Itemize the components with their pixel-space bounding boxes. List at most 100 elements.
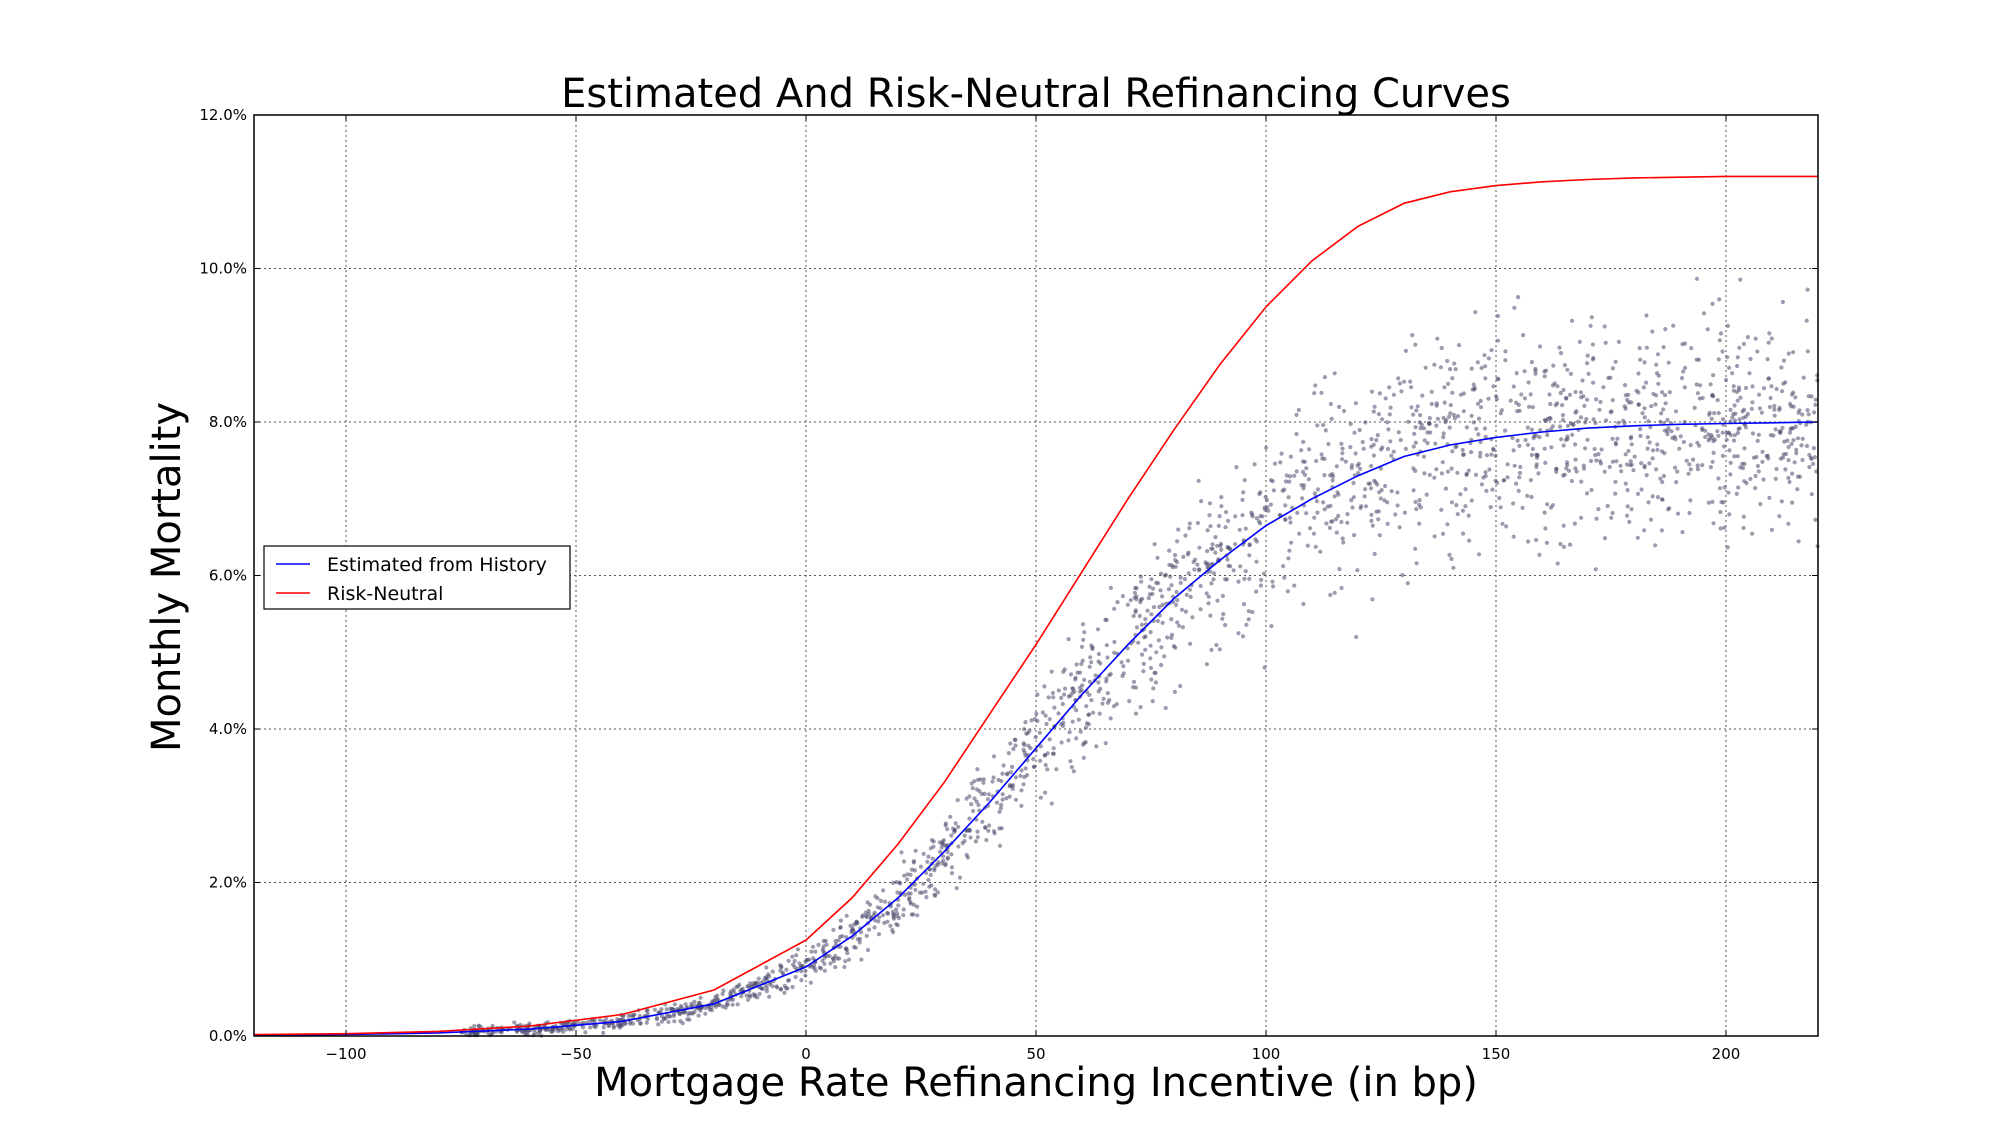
scatter-point bbox=[1602, 536, 1608, 541]
scatter-point bbox=[1562, 363, 1567, 368]
scatter-point bbox=[973, 839, 979, 844]
scatter-point bbox=[1186, 550, 1191, 555]
scatter-point bbox=[1289, 540, 1294, 545]
scatter-point bbox=[865, 947, 871, 953]
scatter-point bbox=[1326, 442, 1331, 447]
scatter-point bbox=[1561, 443, 1566, 448]
scatter-point bbox=[1791, 438, 1796, 443]
scatter-point bbox=[1080, 622, 1086, 627]
scatter-point bbox=[1493, 478, 1498, 483]
scatter-point bbox=[943, 861, 948, 866]
scatter-point bbox=[951, 826, 956, 831]
scatter-point bbox=[1795, 487, 1800, 492]
scatter-point bbox=[1760, 459, 1765, 464]
scatter-point bbox=[1112, 606, 1117, 611]
scatter-point bbox=[936, 860, 941, 865]
scatter-point bbox=[1790, 471, 1795, 476]
scatter-point bbox=[1478, 450, 1483, 455]
scatter-point bbox=[1089, 698, 1094, 703]
scatter-point bbox=[842, 964, 847, 970]
scatter-point bbox=[1574, 409, 1579, 414]
scatter-point bbox=[1062, 692, 1067, 697]
scatter-point bbox=[1425, 441, 1430, 446]
scatter-point bbox=[1133, 609, 1138, 615]
scatter-point bbox=[1209, 581, 1214, 586]
scatter-point bbox=[1517, 443, 1522, 448]
scatter-point bbox=[1312, 515, 1317, 520]
scatter-point bbox=[1684, 458, 1689, 463]
scatter-point bbox=[476, 1023, 482, 1028]
scatter-point bbox=[774, 984, 779, 989]
scatter-point bbox=[1730, 371, 1735, 376]
scatter-point bbox=[1740, 461, 1745, 466]
scatter-point bbox=[1579, 479, 1584, 484]
scatter-point bbox=[964, 852, 969, 858]
scatter-point bbox=[860, 913, 866, 918]
scatter-point bbox=[1479, 482, 1484, 487]
scatter-point bbox=[720, 1004, 725, 1009]
scatter-point bbox=[690, 1011, 695, 1016]
scatter-point bbox=[1383, 483, 1388, 489]
scatter-point bbox=[1650, 456, 1655, 461]
scatter-point bbox=[1604, 418, 1609, 423]
scatter-point bbox=[1082, 630, 1087, 635]
scatter-point bbox=[1052, 705, 1057, 710]
scatter-point bbox=[905, 872, 910, 877]
scatter-point bbox=[1307, 447, 1312, 452]
scatter-point bbox=[1417, 502, 1422, 507]
scatter-point bbox=[747, 993, 752, 998]
scatter-point bbox=[1149, 612, 1154, 617]
scatter-point bbox=[1535, 453, 1540, 458]
scatter-point bbox=[1603, 340, 1608, 345]
scatter-point bbox=[1169, 583, 1174, 588]
scatter-point bbox=[1475, 401, 1481, 406]
scatter-point bbox=[1418, 426, 1423, 431]
scatter-point bbox=[1363, 420, 1368, 425]
x-tick-label: 200 bbox=[1712, 1045, 1741, 1063]
scatter-point bbox=[1605, 503, 1610, 509]
scatter-point bbox=[1740, 409, 1745, 414]
scatter-point bbox=[1199, 499, 1204, 504]
scatter-point bbox=[1728, 460, 1733, 465]
scatter-point bbox=[1635, 535, 1640, 540]
scatter-point bbox=[1616, 339, 1621, 344]
scatter-point bbox=[1631, 468, 1636, 473]
scatter-point bbox=[1272, 461, 1278, 466]
scatter-point bbox=[1650, 448, 1656, 453]
scatter-point bbox=[1104, 643, 1109, 648]
scatter-point bbox=[1451, 412, 1456, 417]
scatter-point bbox=[1723, 377, 1729, 383]
scatter-point bbox=[1181, 554, 1186, 560]
scatter-point bbox=[1547, 392, 1552, 397]
scatter-point bbox=[671, 1013, 676, 1019]
scatter-point bbox=[1033, 735, 1038, 740]
scatter-point bbox=[1373, 480, 1378, 485]
scatter-point bbox=[1435, 336, 1440, 341]
scatter-point bbox=[1369, 463, 1374, 469]
scatter-point bbox=[1163, 705, 1168, 711]
scatter-point bbox=[1066, 694, 1071, 699]
scatter-point bbox=[1415, 404, 1420, 409]
scatter-point bbox=[1411, 412, 1416, 417]
scatter-point bbox=[1180, 625, 1185, 630]
scatter-point bbox=[1176, 527, 1181, 532]
scatter-point bbox=[807, 957, 812, 962]
scatter-point bbox=[1243, 526, 1248, 531]
scatter-point bbox=[1221, 612, 1226, 617]
scatter-point bbox=[1389, 453, 1394, 458]
scatter-point bbox=[1395, 490, 1400, 495]
scatter-point bbox=[1158, 588, 1163, 593]
scatter-point bbox=[1178, 575, 1183, 580]
scatter-point bbox=[1661, 407, 1666, 412]
scatter-point bbox=[930, 856, 935, 861]
scatter-point bbox=[1765, 453, 1770, 458]
scatter-point bbox=[1560, 417, 1566, 423]
scatter-point bbox=[1190, 615, 1195, 620]
scatter-point bbox=[1074, 662, 1079, 667]
scatter-point bbox=[664, 1007, 669, 1012]
axis-ticks: −100 −50 0 50 100 150 200 0.0% 2.0% 4.0% 6.0% 8.0% 1… bbox=[199, 106, 1818, 1063]
scatter-point bbox=[1543, 368, 1549, 373]
scatter-point bbox=[1696, 357, 1701, 362]
scatter-point bbox=[1445, 358, 1450, 364]
scatter-point bbox=[1402, 510, 1407, 515]
